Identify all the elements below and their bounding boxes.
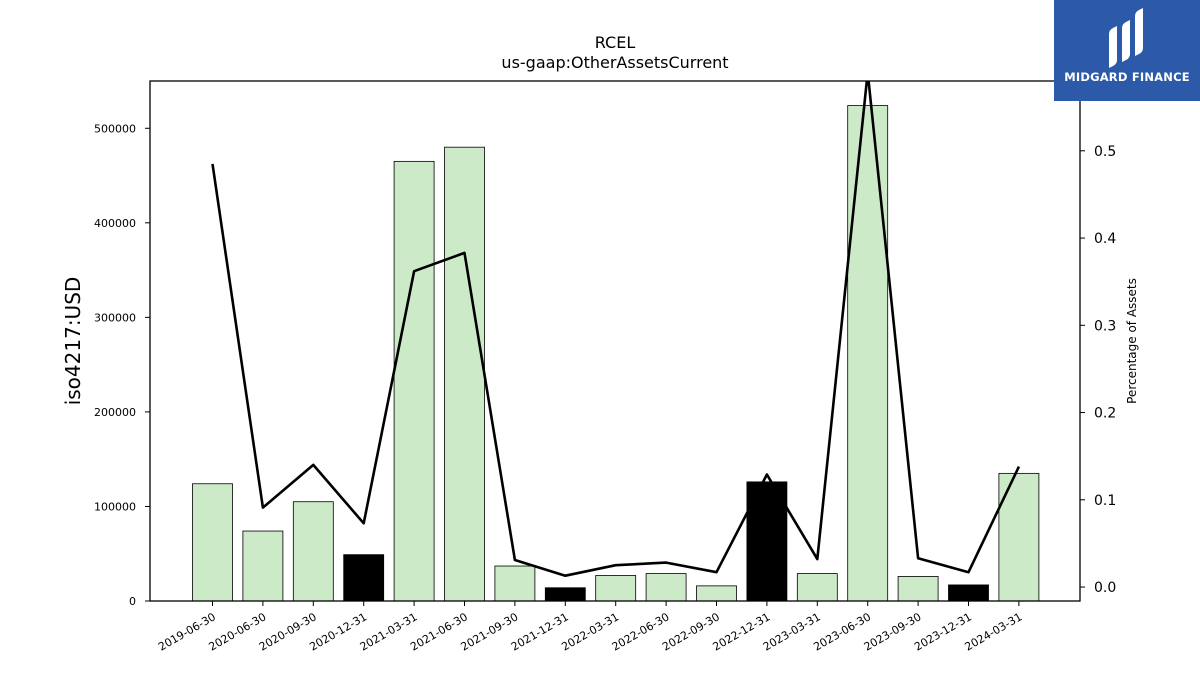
bar-2021-09-30 [494,565,536,602]
bar-2020-12-31 [343,554,385,602]
y-axis-label: iso4217:USD [61,277,85,406]
brand-name: MIDGARD FINANCE [1064,70,1190,84]
brand-logo: MIDGARD FINANCE [1054,0,1200,101]
y-tick-label: 500000 [94,122,136,135]
y2-tick-label: 0.0 [1094,580,1116,596]
bar-2022-09-30 [696,585,737,602]
logo-mark-icon [1109,8,1143,68]
bar-2024-03-31 [998,472,1040,602]
bar-2022-03-31 [595,575,637,602]
bar-2019-06-30 [192,483,233,602]
y2-tick-label: 0.5 [1094,144,1116,160]
y2-tick-label: 0.4 [1094,231,1116,247]
bar-2023-09-30 [897,576,939,602]
bar-2023-12-31 [948,584,989,602]
percentage-line [211,81,1021,578]
chart-title: RCEL [595,33,636,52]
bar-2020-06-30 [242,530,284,602]
y-tick-label: 200000 [94,406,136,419]
bar-2021-12-31 [544,587,586,602]
chart-subtitle: us-gaap:OtherAssetsCurrent [501,53,728,72]
bar-2023-06-30 [847,105,889,602]
line-group [211,81,1021,578]
y2-axis-label: Percentage of Assets [1125,278,1139,404]
bars-group [192,105,1040,602]
y2-tick-label: 0.1 [1094,493,1116,509]
bar-2021-03-31 [393,160,435,602]
bar-2020-09-30 [292,501,334,602]
y2-tick-label: 0.3 [1094,318,1116,334]
bar-2022-06-30 [645,573,687,602]
y-tick-label: 0 [129,595,136,608]
y2-tick-label: 0.2 [1094,406,1116,422]
y-tick-label: 400000 [94,217,136,230]
y-tick-label: 100000 [94,500,136,513]
bar-2021-06-30 [444,146,485,602]
y-tick-label: 300000 [94,311,136,324]
x-tick-label: 2024-03-31 [963,610,1025,653]
bar-2023-03-31 [796,573,838,602]
plot-frame [149,80,1081,602]
